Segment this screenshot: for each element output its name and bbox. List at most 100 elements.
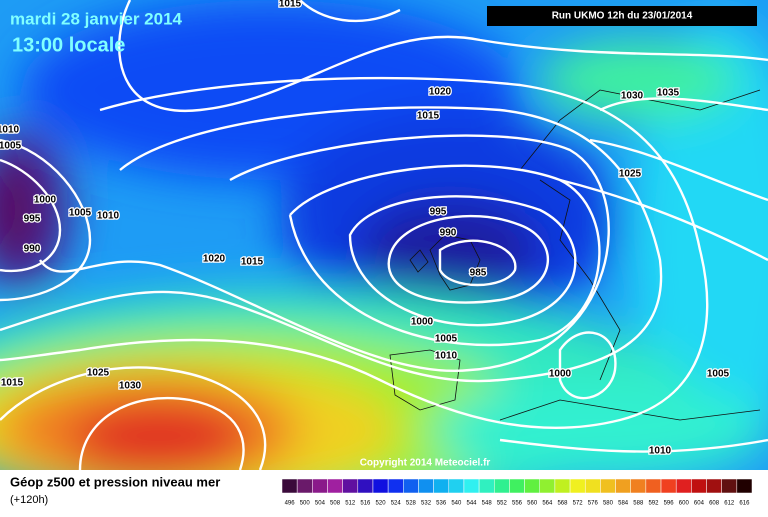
coastlines <box>389 89 761 421</box>
scale-swatch <box>691 478 707 494</box>
isobar-label: 1010 <box>435 351 458 362</box>
scale-swatch <box>327 478 343 494</box>
scale-swatch <box>675 478 692 494</box>
isobar-label: 1015 <box>241 257 264 268</box>
scale-label: 532 <box>421 501 432 507</box>
scale-swatch <box>403 478 419 494</box>
isobar-label: 995 <box>24 214 41 225</box>
scale-label: 552 <box>497 501 508 507</box>
isobar-label: 1015 <box>417 111 440 122</box>
scale-label: 612 <box>724 501 735 507</box>
isobar-label: 1035 <box>657 88 680 99</box>
scale-label: 548 <box>482 501 493 507</box>
scale-swatch <box>342 478 359 494</box>
scale-label: 500 <box>300 501 311 507</box>
scale-swatch <box>706 478 722 494</box>
scale-label: 528 <box>406 501 417 507</box>
isobar-label: 1010 <box>97 211 120 222</box>
scale-swatch <box>660 478 677 494</box>
scale-swatch <box>524 478 540 494</box>
isobar-label: 1005 <box>69 208 92 219</box>
scale-label: 600 <box>679 501 690 507</box>
scale-label: 572 <box>573 501 584 507</box>
scale-swatch <box>539 478 556 494</box>
color-scale: 496 500 504 508 512 516 520 524 528 532 536 540 544 5… <box>281 478 753 507</box>
isobar-label: 1015 <box>279 0 302 10</box>
isobar-label: 1025 <box>87 368 110 379</box>
scale-label: 584 <box>618 501 629 507</box>
scale-label: 556 <box>512 501 523 507</box>
scale-swatch <box>478 478 495 494</box>
isobar-label: 1020 <box>203 254 226 265</box>
isobar-label: 1030 <box>621 91 644 102</box>
scale-label: 560 <box>527 501 538 507</box>
scale-swatch <box>357 478 374 494</box>
isobars <box>0 0 768 471</box>
isobar-label: 1005 <box>435 334 458 345</box>
scale-label: 592 <box>648 501 659 507</box>
scale-swatch <box>630 478 647 494</box>
isobar-labels: 1015 1020 1015 1030 1035 1025 1010 1005 1000 995 9… <box>0 0 731 458</box>
scale-swatch <box>509 478 525 494</box>
scale-swatch <box>433 478 450 494</box>
scale-swatch <box>463 478 480 494</box>
time: 13:00 locale <box>12 34 125 56</box>
scale-label: 588 <box>633 501 644 507</box>
scale-swatch <box>418 478 434 494</box>
scale-swatch <box>721 478 738 494</box>
scale-swatch <box>372 478 389 494</box>
isobar-label: 985 <box>470 268 487 279</box>
isobar-label: 1030 <box>119 381 142 392</box>
scale-label: 520 <box>376 501 387 507</box>
scale-swatch <box>645 478 662 494</box>
scale-swatch <box>296 478 313 494</box>
scale-label: 516 <box>360 501 371 507</box>
scale-swatch <box>281 478 298 494</box>
isobar-label: 1010 <box>649 446 672 457</box>
isobar-label: 1000 <box>549 369 572 380</box>
scale-swatch <box>736 478 753 494</box>
scale-label: 616 <box>739 501 750 507</box>
scale-swatch <box>448 478 465 494</box>
scale-label: 536 <box>436 501 447 507</box>
scale-label: 512 <box>345 501 356 507</box>
isobar-label: 990 <box>24 244 41 255</box>
scale-label: 608 <box>709 501 720 507</box>
scale-label: 504 <box>315 501 326 507</box>
scale-swatch <box>584 478 601 494</box>
scale-label: 508 <box>330 501 341 507</box>
isobar-label: 1020 <box>429 87 452 98</box>
scale-label: 604 <box>694 501 705 507</box>
isobar-label: 990 <box>440 228 457 239</box>
scale-swatch <box>494 478 510 494</box>
isobar-label: 1025 <box>619 169 642 180</box>
isobar-label: 1005 <box>707 369 730 380</box>
scale-swatch <box>554 478 571 494</box>
scale-label: 580 <box>603 501 614 507</box>
scale-label: 568 <box>557 501 568 507</box>
isobar-label: 1010 <box>0 125 20 136</box>
footer-title: Géop z500 et pression niveau mer <box>10 474 220 489</box>
lead-time: (+120h) <box>10 494 48 506</box>
scale-label: 540 <box>451 501 462 507</box>
scale-label: 596 <box>664 501 675 507</box>
isobar-label: 995 <box>430 207 447 218</box>
isobar-label: 1005 <box>0 141 22 152</box>
isobar-label: 1000 <box>34 195 57 206</box>
scale-label: 576 <box>588 501 599 507</box>
scale-swatch <box>600 478 616 494</box>
scale-swatch <box>387 478 404 494</box>
isobar-label: 1015 <box>1 378 24 389</box>
scale-label: 544 <box>467 501 478 507</box>
scale-swatch <box>615 478 631 494</box>
copyright: Copyright 2014 Meteociel.fr <box>360 458 491 469</box>
run: Run UKMO 12h du 23/01/2014 <box>552 11 693 22</box>
scale-label: 564 <box>542 501 553 507</box>
run-box <box>487 6 757 26</box>
scale-swatch <box>569 478 586 494</box>
scale-swatch <box>312 478 328 494</box>
date: mardi 28 janvier 2014 <box>10 9 183 28</box>
scale-label: 524 <box>391 501 402 507</box>
